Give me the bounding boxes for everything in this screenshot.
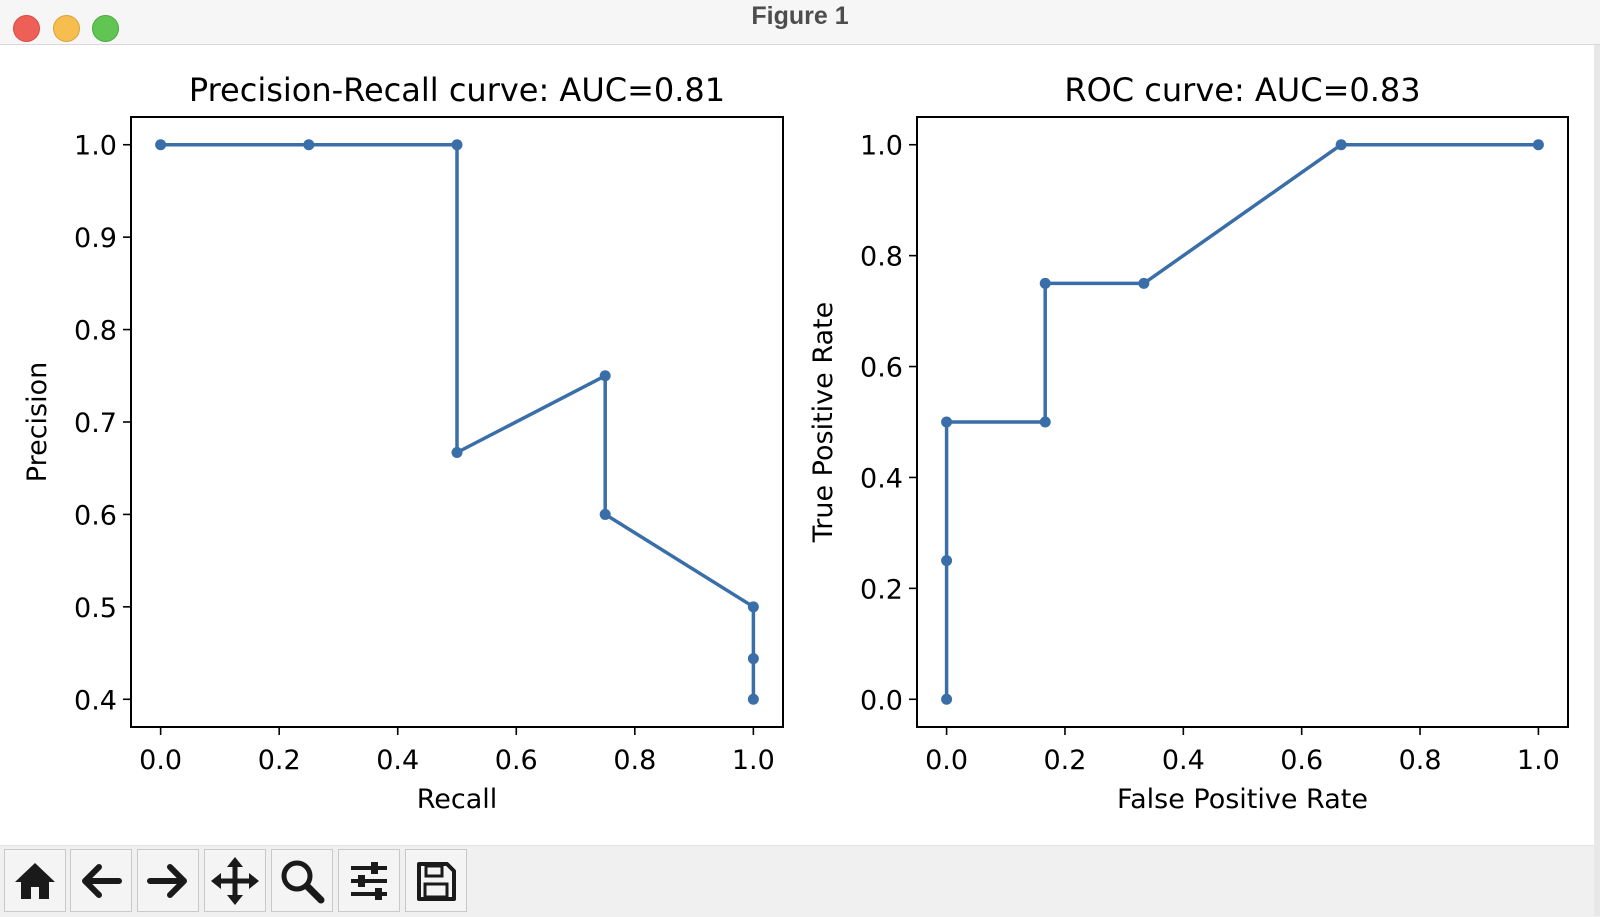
pan-button[interactable] (204, 849, 266, 912)
chart1-data-point (747, 601, 759, 613)
back-arrow-icon (82, 863, 122, 898)
chart2-series-line (944, 142, 1539, 700)
chart2-x-tick-label: 0.0 (925, 745, 968, 776)
forward-button[interactable] (137, 849, 199, 912)
zoom-magnifier-icon (281, 860, 325, 903)
maximize-window-button[interactable] (92, 15, 119, 42)
navigation-toolbar (0, 845, 1600, 917)
chart1-y-tick-label: 0.8 (74, 316, 117, 347)
chart2-x-tick-label: 0.8 (1399, 745, 1442, 776)
chart2-y-tick-label: 0.8 (860, 242, 903, 273)
chart1-data-point (747, 653, 759, 665)
chart2-x-tick-label: 0.4 (1162, 745, 1205, 776)
chart2-y-axis-label: True Positive Rate (808, 302, 839, 544)
title-bar: Figure 1 (0, 0, 1600, 45)
forward-arrow-icon (147, 863, 187, 898)
chart2-x-tick-label: 1.0 (1517, 745, 1560, 776)
chart1-title: Precision-Recall curve: AUC=0.81 (189, 71, 725, 109)
chart2-y-tick-label: 0.6 (860, 353, 903, 384)
chart1-x-axis-label: Recall (417, 784, 498, 815)
chart1-y-tick-label: 0.6 (74, 500, 117, 531)
chart2-y-tick-label: 0.0 (860, 685, 903, 716)
chart2-data-point (1138, 277, 1150, 289)
chart1-data-point (303, 139, 315, 151)
chart2-x-tick-label: 0.2 (1043, 745, 1086, 776)
chart1-data-point (599, 508, 611, 520)
close-window-button[interactable] (13, 15, 40, 42)
home-icon (15, 862, 55, 899)
chart1-data-point (747, 693, 759, 705)
chart2-y-tick-label: 1.0 (860, 131, 903, 162)
configure-subplots-icon (351, 861, 387, 900)
zoom-button[interactable] (271, 849, 333, 912)
back-button[interactable] (70, 849, 132, 912)
chart2-y-tick-label: 0.2 (860, 574, 903, 605)
chart2-data-point (1532, 139, 1544, 151)
chart2-data-point (941, 693, 953, 705)
chart1-series-line (160, 142, 756, 700)
chart2-data-point (1039, 277, 1051, 289)
chart2-data-point (941, 416, 953, 428)
minimize-window-button[interactable] (53, 15, 80, 42)
chart2-x-tick-label: 0.6 (1280, 745, 1323, 776)
pan-move-icon (211, 856, 259, 905)
chart1-y-tick-label: 1.0 (74, 131, 117, 162)
window-title: Figure 1 (751, 2, 849, 30)
chart1-y-tick-label: 0.9 (74, 223, 117, 254)
figure-canvas: 0.0 0.2 0.4 0.6 0.8 1.0 0.4 0.5 0.6 0.7 0.8 0.9 1.0 P… (22, 71, 1569, 815)
chart2-axes-frame (916, 116, 1569, 728)
chart1-data-point (599, 370, 611, 382)
chart1-x-tick-label: 0.6 (495, 745, 538, 776)
chart2-data-point (941, 555, 953, 567)
chart1-x-tick-label: 0.4 (376, 745, 419, 776)
chart1-data-point (155, 139, 167, 151)
chart1-x-tick-label: 0.8 (613, 745, 656, 776)
chart1-data-point (451, 139, 463, 151)
save-button[interactable] (405, 849, 467, 912)
chart1-x-tick-label: 0.0 (139, 745, 182, 776)
chart1-y-axis-label: Precision (22, 362, 53, 482)
chart1-x-tick-label: 0.2 (258, 745, 301, 776)
home-button[interactable] (4, 849, 66, 912)
chart2-x-axis-label: False Positive Rate (1117, 784, 1368, 815)
chart2-data-point (1335, 139, 1347, 151)
chart1-y-tick-label: 0.5 (74, 593, 117, 624)
chart1-data-point (451, 447, 463, 458)
save-disk-icon (417, 861, 456, 901)
chart2-data-point (1039, 416, 1051, 428)
chart2-y-tick-label: 0.4 (860, 463, 903, 494)
chart1-y-tick-label: 0.4 (74, 685, 117, 716)
configure-subplots-button[interactable] (338, 849, 400, 912)
window-edge (1594, 45, 1600, 916)
chart1-y-tick-label: 0.7 (74, 408, 117, 439)
chart1-x-tick-label: 1.0 (732, 745, 775, 776)
chart2-title: ROC curve: AUC=0.83 (1064, 71, 1420, 109)
